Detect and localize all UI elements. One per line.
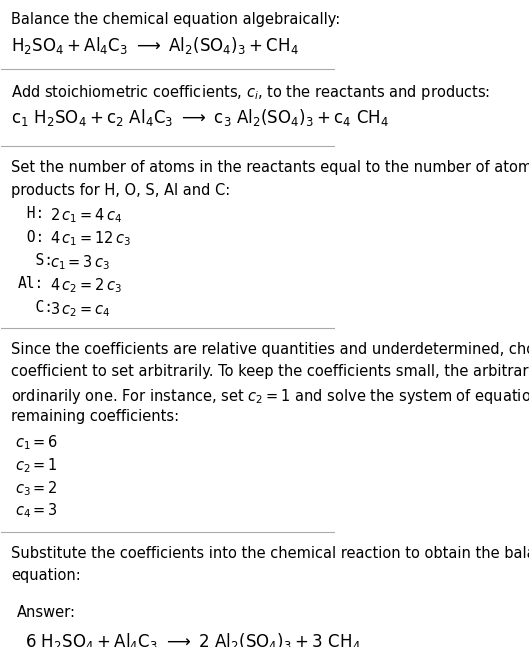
Text: $c_2 = 1$: $c_2 = 1$: [15, 456, 58, 475]
Text: $3\,c_2 = c_4$: $3\,c_2 = c_4$: [50, 300, 111, 318]
Text: $\mathrm{H_2SO_4 + Al_4C_3 \ \longrightarrow \ Al_2(SO_4)_3 + CH_4}$: $\mathrm{H_2SO_4 + Al_4C_3 \ \longrighta…: [12, 36, 299, 56]
Text: $\mathrm{c_1\ H_2SO_4 + c_2\ Al_4C_3 \ \longrightarrow \ c_3\ Al_2(SO_4)_3 + c_4: $\mathrm{c_1\ H_2SO_4 + c_2\ Al_4C_3 \ \…: [12, 107, 390, 127]
Text: $c_1 = 6$: $c_1 = 6$: [15, 433, 58, 452]
Text: equation:: equation:: [12, 568, 81, 583]
Text: $c_3 = 2$: $c_3 = 2$: [15, 479, 58, 498]
Text: $2\,c_1 = 4\,c_4$: $2\,c_1 = 4\,c_4$: [50, 206, 122, 225]
Text: C:: C:: [18, 300, 53, 315]
Text: Set the number of atoms in the reactants equal to the number of atoms in the: Set the number of atoms in the reactants…: [12, 160, 529, 175]
Text: $\mathrm{6\ H_2SO_4 + Al_4C_3 \ \longrightarrow \ 2\ Al_2(SO_4)_3 + 3\ CH_4}$: $\mathrm{6\ H_2SO_4 + Al_4C_3 \ \longrig…: [25, 631, 360, 647]
Text: Al:: Al:: [18, 276, 44, 291]
Text: $4\,c_1 = 12\,c_3$: $4\,c_1 = 12\,c_3$: [50, 230, 131, 248]
Text: $c_4 = 3$: $c_4 = 3$: [15, 502, 58, 520]
Text: Since the coefficients are relative quantities and underdetermined, choose a: Since the coefficients are relative quan…: [12, 342, 529, 357]
Text: remaining coefficients:: remaining coefficients:: [12, 409, 179, 424]
Text: Add stoichiometric coefficients, $c_i$, to the reactants and products:: Add stoichiometric coefficients, $c_i$, …: [12, 83, 490, 102]
Text: $c_1 = 3\,c_3$: $c_1 = 3\,c_3$: [50, 253, 110, 272]
Text: Substitute the coefficients into the chemical reaction to obtain the balanced: Substitute the coefficients into the che…: [12, 545, 529, 561]
Text: coefficient to set arbitrarily. To keep the coefficients small, the arbitrary va: coefficient to set arbitrarily. To keep …: [12, 364, 529, 379]
Text: O:: O:: [18, 230, 44, 245]
Text: H:: H:: [18, 206, 44, 221]
Text: products for H, O, S, Al and C:: products for H, O, S, Al and C:: [12, 182, 231, 198]
Text: ordinarily one. For instance, set $c_2 = 1$ and solve the system of equations fo: ordinarily one. For instance, set $c_2 =…: [12, 387, 529, 406]
Text: $4\,c_2 = 2\,c_3$: $4\,c_2 = 2\,c_3$: [50, 276, 122, 295]
Text: Answer:: Answer:: [16, 605, 76, 620]
FancyBboxPatch shape: [5, 591, 225, 647]
Text: Balance the chemical equation algebraically:: Balance the chemical equation algebraica…: [12, 12, 341, 27]
Text: S:: S:: [18, 253, 53, 268]
